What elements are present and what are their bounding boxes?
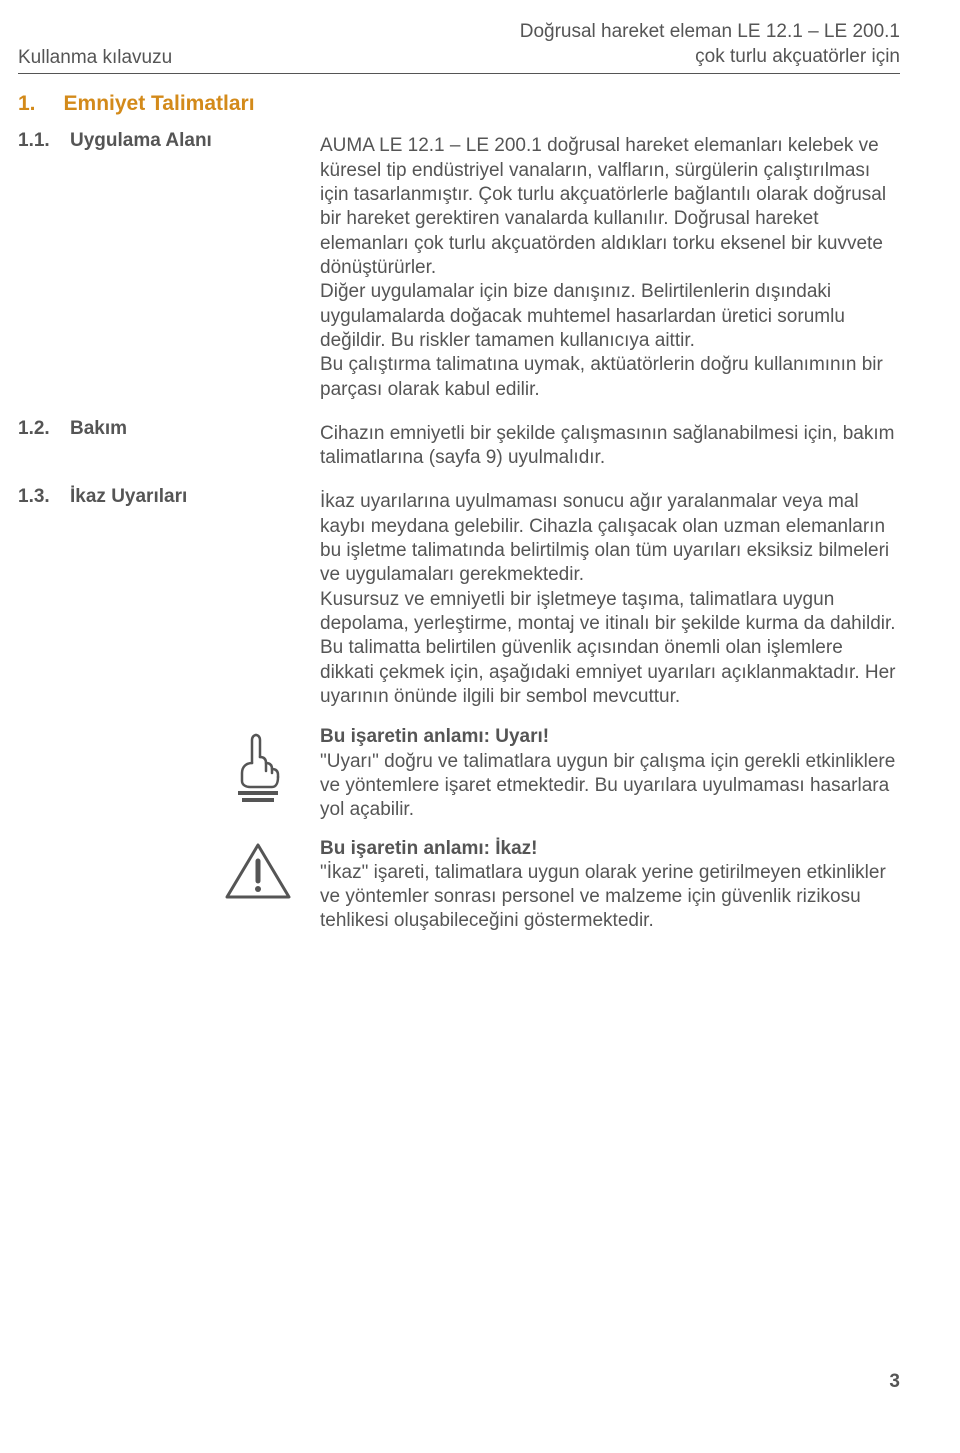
section-1-title: Emniyet Talimatları <box>64 92 255 116</box>
warning-body: "Uyarı" doğru ve talimatlara uygun bir ç… <box>320 750 900 823</box>
caution-triangle-icon <box>218 837 298 903</box>
subsection-1-3-body: İkaz uyarılarına uyulmaması sonucu ağır … <box>320 490 900 709</box>
caution-body: "İkaz" işareti, talimatlara uygun olarak… <box>320 861 900 934</box>
section-1-heading: 1. Emniyet Talimatları <box>18 92 900 116</box>
subsection-1-1-title: Uygulama Alanı <box>70 130 320 152</box>
subsection-1-3-title: İkaz Uyarıları <box>70 486 320 508</box>
subsection-1-1-number: 1.1. <box>18 130 70 152</box>
caution-bold-line: Bu işaretin anlamı: İkaz! <box>320 837 900 861</box>
body-text: Cihazın emniyetli bir şekilde çalışmasın… <box>320 422 900 471</box>
warning-bold-line: Bu işaretin anlamı: Uyarı! <box>320 725 900 749</box>
subsection-1-2-title: Bakım <box>70 418 320 440</box>
subsection-1-1-body: AUMA LE 12.1 – LE 200.1 doğrusal hareket… <box>320 134 900 401</box>
warning-note-row: Bu işaretin anlamı: Uyarı! "Uyarı" doğru… <box>218 725 900 822</box>
header-left-text: Kullanma kılavuzu <box>18 47 172 69</box>
hand-pointing-icon <box>218 725 298 805</box>
caution-note-text: Bu işaretin anlamı: İkaz! "İkaz" işareti… <box>320 837 900 934</box>
header-right-line2: çok turlu akçuatörler için <box>520 45 900 70</box>
page-header: Kullanma kılavuzu Doğrusal hareket elema… <box>18 20 900 69</box>
page-number: 3 <box>889 1371 900 1393</box>
subsection-1-3-number: 1.3. <box>18 486 70 508</box>
subsection-1-2-body: Cihazın emniyetli bir şekilde çalışmasın… <box>320 422 900 471</box>
header-right-line1: Doğrusal hareket eleman LE 12.1 – LE 200… <box>520 20 900 45</box>
section-1-number: 1. <box>18 92 36 116</box>
header-right-text: Doğrusal hareket eleman LE 12.1 – LE 200… <box>520 20 900 69</box>
body-text: AUMA LE 12.1 – LE 200.1 doğrusal hareket… <box>320 134 900 401</box>
caution-note-row: Bu işaretin anlamı: İkaz! "İkaz" işareti… <box>218 837 900 934</box>
header-divider <box>18 73 900 74</box>
body-text: İkaz uyarılarına uyulmaması sonucu ağır … <box>320 490 900 709</box>
subsection-1-2-number: 1.2. <box>18 418 70 440</box>
warning-note-text: Bu işaretin anlamı: Uyarı! "Uyarı" doğru… <box>320 725 900 822</box>
